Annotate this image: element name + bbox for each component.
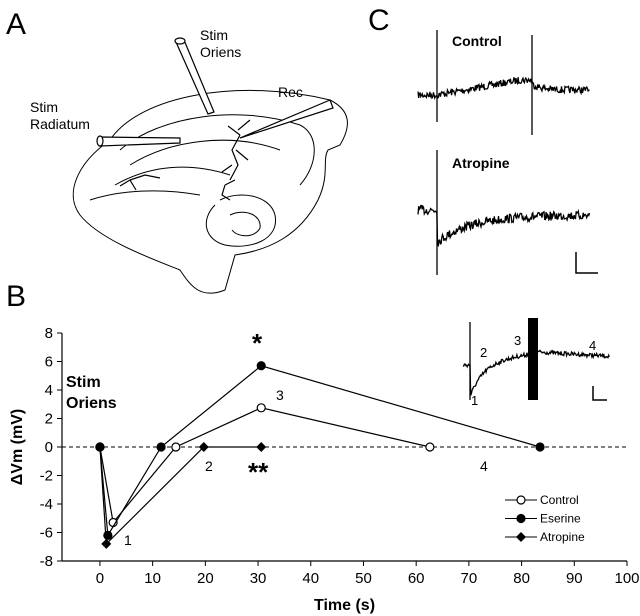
legend-marker <box>516 495 526 505</box>
series-line <box>99 446 262 546</box>
marker <box>256 403 266 413</box>
legend-marker <box>516 513 526 524</box>
x-tick-label: 10 <box>144 570 161 587</box>
panel-label: A <box>6 8 26 41</box>
marker <box>171 442 181 452</box>
annotation: 2 <box>205 458 213 474</box>
x-tick-label: 80 <box>513 570 530 587</box>
legend-label: Control <box>540 493 579 507</box>
panel-label: C <box>368 4 390 37</box>
scale-bar <box>592 386 607 401</box>
label: Radiatum <box>30 116 90 132</box>
label: Stim <box>66 374 101 391</box>
y-tick-label: 4 <box>45 382 53 399</box>
trace-label: Control <box>452 33 502 49</box>
label: Stim <box>200 27 228 43</box>
inset-label: 4 <box>589 338 596 353</box>
y-tick-label: -8 <box>40 553 53 570</box>
inset-label: 2 <box>480 345 487 360</box>
annotation: * <box>252 328 263 358</box>
x-tick-label: 70 <box>461 570 478 587</box>
series-line <box>99 365 541 538</box>
y-tick-label: 6 <box>45 354 53 371</box>
legend-marker <box>516 532 526 542</box>
annotation: 4 <box>480 458 488 474</box>
x-tick-label: 40 <box>302 570 319 587</box>
legend-label: Atropine <box>540 530 585 544</box>
label: Oriens <box>200 44 241 60</box>
y-tick-label: -2 <box>40 468 53 485</box>
y-tick-label: 0 <box>45 439 53 456</box>
y-tick-label: -6 <box>40 525 53 542</box>
marker <box>101 538 112 549</box>
artifact <box>436 30 533 135</box>
trace <box>417 76 590 101</box>
artifact <box>528 318 538 400</box>
annotation: 1 <box>124 532 132 548</box>
scale-bar <box>575 252 598 274</box>
x-tick-label: 0 <box>96 570 104 587</box>
inset-label: 1 <box>471 393 478 408</box>
x-tick-label: 30 <box>250 570 267 587</box>
marker <box>425 442 435 452</box>
y-axis-label: ΔVm (mV) <box>9 409 26 485</box>
marker <box>156 442 166 452</box>
x-tick-label: 50 <box>355 570 372 587</box>
marker <box>535 442 545 452</box>
y-tick-label: -4 <box>40 496 53 513</box>
electrodes <box>96 37 334 147</box>
x-tick-label: 100 <box>614 570 639 587</box>
trace-label: Atropine <box>452 155 510 171</box>
x-axis-label: Time (s) <box>314 597 375 614</box>
marker <box>94 442 105 452</box>
annotation: 3 <box>276 387 284 403</box>
slice-drawing <box>72 89 348 294</box>
x-tick-label: 90 <box>566 570 583 587</box>
marker <box>256 361 266 371</box>
marker <box>256 442 267 452</box>
panel-label: B <box>6 280 26 313</box>
annotation: ** <box>248 457 269 487</box>
inset-label: 3 <box>514 333 521 348</box>
label: Stim <box>30 99 58 115</box>
marker <box>198 442 209 452</box>
x-tick-label: 60 <box>408 570 425 587</box>
traces <box>417 30 610 400</box>
x-tick-label: 20 <box>197 570 214 587</box>
legend-label: Eserine <box>540 512 581 526</box>
y-tick-label: 8 <box>45 325 53 342</box>
y-tick-label: 2 <box>45 411 53 428</box>
label: Rec <box>278 84 303 100</box>
trace <box>417 204 591 247</box>
label: Oriens <box>66 395 117 412</box>
